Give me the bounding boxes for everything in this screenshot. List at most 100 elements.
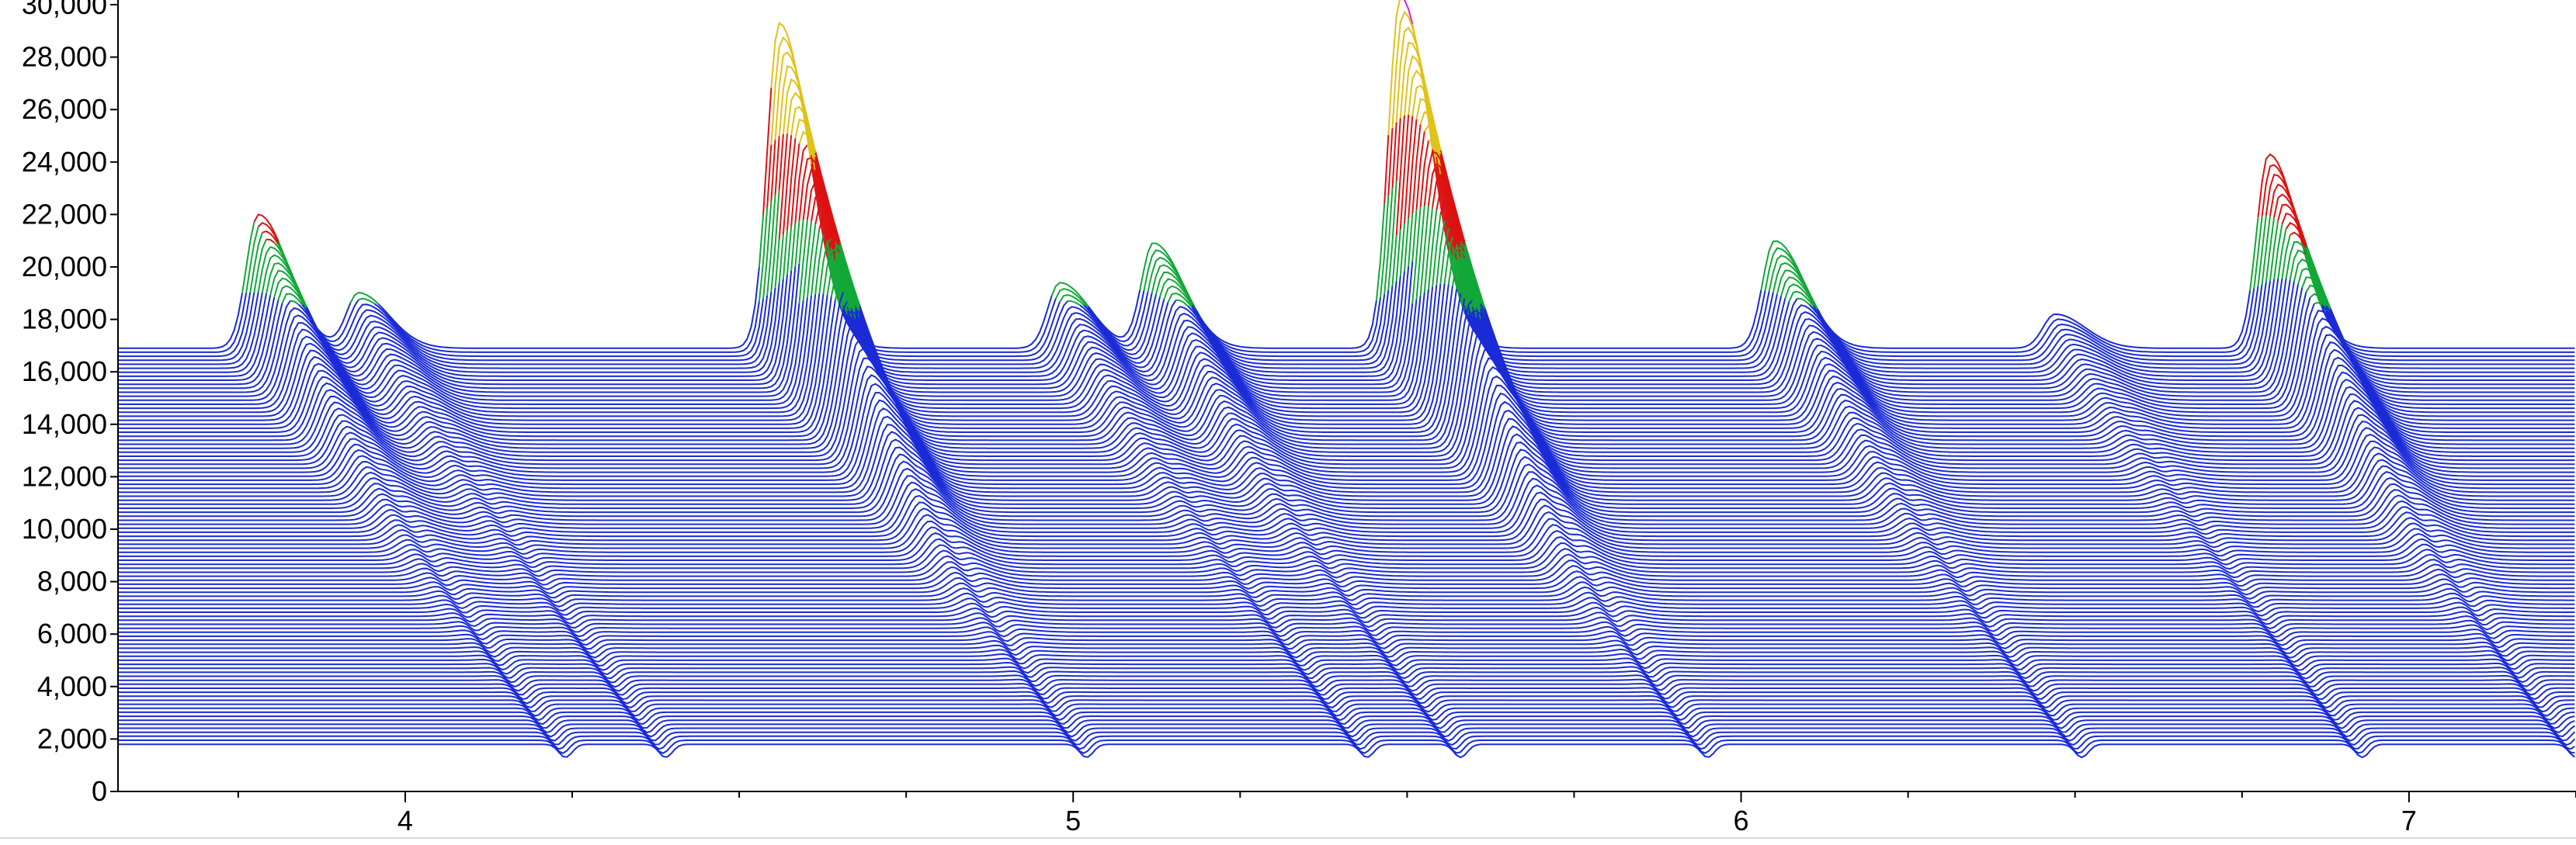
- trace-segment: [118, 357, 2575, 469]
- trace-segment: [2281, 212, 2307, 245]
- trace-segment: [118, 455, 2575, 518]
- trace-segment: [118, 687, 2575, 701]
- trace-segment: [305, 283, 780, 373]
- trace-segment: [1411, 124, 1422, 214]
- trace-segment: [830, 269, 860, 306]
- trace-segment: [1087, 290, 1145, 343]
- trace-segment: [778, 133, 788, 240]
- trace-segment: [1404, 217, 1410, 272]
- trace-segment: [305, 275, 788, 381]
- trace-segment: [811, 154, 828, 251]
- trace-97: [118, 731, 2576, 746]
- trace-segment: [118, 565, 2575, 591]
- trace-segment: [758, 214, 765, 268]
- trace-segment: [1163, 285, 1193, 306]
- trace-segment: [273, 277, 307, 307]
- trace-19: [118, 236, 2575, 421]
- trace-segment: [118, 491, 2575, 539]
- trace-segment: [2329, 307, 2575, 401]
- trace-segment: [1387, 128, 1394, 196]
- trace-segment: [1780, 276, 1818, 310]
- trace-segment: [118, 524, 2575, 562]
- trace-segment: [1448, 223, 1466, 246]
- trace-7: [118, 84, 2575, 373]
- trace-segment: [377, 267, 760, 349]
- trace-segment: [118, 621, 2575, 638]
- trace-segment: [1463, 290, 1766, 353]
- trace-segment: [835, 280, 860, 308]
- trace-segment: [118, 498, 2575, 544]
- trace-segment: [118, 707, 2575, 722]
- trace-segment: [301, 266, 797, 390]
- trace-segment: [1432, 214, 1442, 287]
- trace-segment: [1391, 235, 1397, 286]
- trace-segment: [118, 611, 2575, 630]
- trace-segment: [118, 417, 2575, 497]
- trace-segment: [269, 269, 307, 307]
- trace-segment: [118, 293, 248, 353]
- trace-52: [118, 518, 2575, 557]
- trace-segment: [831, 238, 836, 244]
- trace-segment: [1083, 291, 1149, 347]
- trace-69: [118, 611, 2575, 630]
- trace-segment: [826, 250, 845, 313]
- trace-segment: [245, 226, 259, 293]
- trace-segment: [1439, 165, 1458, 261]
- trace-47: [118, 484, 2575, 535]
- trace-segment: [118, 328, 2575, 457]
- trace-segment: [118, 384, 2575, 481]
- trace-segment: [2329, 314, 2575, 377]
- trace-segment: [1395, 229, 1401, 282]
- trace-segment: [118, 297, 808, 405]
- trace-61: [118, 570, 2575, 596]
- trace-segment: [854, 296, 1422, 397]
- trace-segment: [859, 286, 1434, 410]
- trace-segment: [305, 270, 793, 386]
- trace-segment: [118, 536, 2575, 570]
- trace-segment: [241, 221, 255, 294]
- x-tick-label: 5: [1065, 805, 1081, 836]
- trace-segment: [118, 294, 828, 425]
- trace-segment: [1383, 135, 1390, 204]
- trace-segment: [118, 648, 2575, 663]
- trace-segment: [1068, 300, 1081, 306]
- trace-segment: [2285, 222, 2307, 246]
- trace-segment: [1467, 293, 1779, 365]
- trace-segment: [253, 239, 267, 293]
- trace-segment: [846, 299, 1165, 373]
- trace-segment: [1456, 268, 1486, 308]
- trace-segment: [1480, 292, 2307, 405]
- trace-segment: [1447, 241, 1466, 310]
- trace-92: [118, 711, 2575, 726]
- trace-segment: [1471, 301, 1790, 377]
- trace-segment: [118, 425, 2575, 501]
- trace-segment: [358, 297, 375, 305]
- trace-segment: [118, 300, 291, 393]
- trace-segment: [1408, 213, 1414, 267]
- trace-segment: [277, 285, 307, 309]
- trace-75: [118, 639, 2575, 655]
- trace-27: [118, 319, 2575, 453]
- trace-segment: [2281, 234, 2291, 279]
- trace-100: [118, 743, 2575, 759]
- trace-8: [118, 98, 2575, 377]
- trace-segment: [794, 144, 808, 223]
- trace-segment: [249, 232, 263, 293]
- trace-49: [118, 498, 2575, 544]
- trace-segment: [281, 293, 304, 306]
- trace-segment: [373, 301, 760, 353]
- trace-segment: [770, 189, 780, 292]
- trace-segment: [305, 298, 765, 358]
- trace-segment: [118, 296, 812, 410]
- trace-segment: [1387, 0, 1401, 136]
- trace-segment: [774, 239, 780, 288]
- trace-segment: [814, 234, 825, 295]
- trace-segment: [1436, 220, 1446, 286]
- trace-segment: [1411, 210, 1418, 262]
- trace-57: [118, 548, 2575, 579]
- trace-segment: [118, 295, 272, 377]
- trace-segment: [798, 220, 808, 304]
- trace-24: [118, 289, 2575, 442]
- trace-36: [118, 400, 2575, 490]
- trace-5: [118, 54, 2575, 365]
